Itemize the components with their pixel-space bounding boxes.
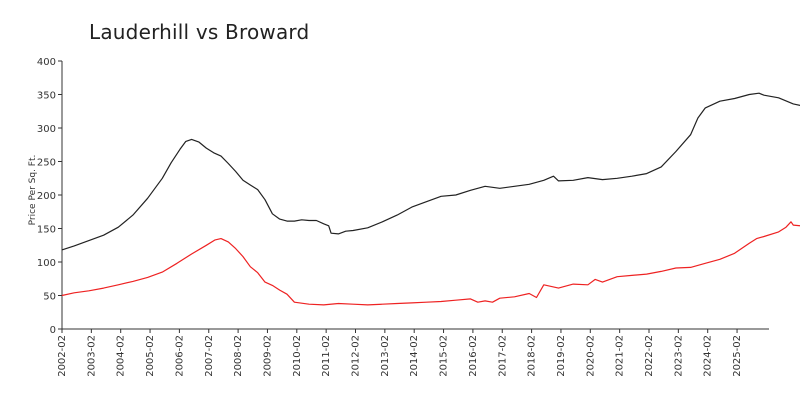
y-tick-label: 0: [50, 325, 56, 336]
x-tick-label: 2007-02: [204, 335, 215, 377]
x-tick-label: 2014-02: [409, 335, 420, 377]
x-tick-label: 2013-02: [380, 335, 391, 377]
x-tick-label: 2019-02: [556, 335, 567, 377]
x-tick-label: 2012-02: [351, 335, 362, 377]
x-tick-label: 2023-02: [673, 335, 684, 377]
x-tick-label: 2016-02: [468, 335, 479, 377]
y-tick-label: 250: [37, 158, 56, 169]
x-tick-label: 2005-02: [145, 335, 156, 377]
y-tick-label: 150: [37, 225, 56, 236]
x-tick-label: 2015-02: [439, 335, 450, 377]
x-tick-label: 2021-02: [615, 335, 626, 377]
x-tick-label: 2011-02: [321, 335, 332, 377]
y-tick-label: 100: [37, 258, 56, 269]
x-tick-label: 2022-02: [644, 335, 655, 377]
y-tick-label: 300: [37, 124, 56, 135]
x-tick-label: 2018-02: [527, 335, 538, 377]
y-tick-label: 400: [37, 57, 56, 68]
y-axis-ticks: 0 50 100 150 200 250 300 350 400: [37, 57, 62, 336]
x-tick-label: 2008-02: [233, 335, 244, 377]
x-tick-label: 2025-02: [732, 335, 743, 377]
x-tick-label: 2006-02: [174, 335, 185, 377]
chart-title: Lauderhill vs Broward: [89, 20, 310, 44]
y-tick-label: 350: [37, 91, 56, 102]
x-tick-label: 2010-02: [292, 335, 303, 377]
y-axis-label: Price Per Sq. Ft.: [28, 155, 38, 226]
x-tick-label: 2002-02: [57, 335, 68, 377]
x-tick-label: 2003-02: [86, 335, 97, 377]
x-tick-label: 2004-02: [116, 335, 127, 377]
x-tick-label: 2017-02: [497, 335, 508, 377]
y-tick-label: 200: [37, 191, 56, 202]
series-line-lauderhill: [61, 221, 800, 306]
y-tick-label: 50: [43, 292, 56, 303]
series-group: [61, 92, 800, 306]
x-tick-label: 2024-02: [703, 335, 714, 377]
x-axis-ticks: 2002-02 2003-02 2004-02 2005-02 2006-02 2007-…: [57, 329, 743, 377]
x-tick-label: 2009-02: [262, 335, 273, 377]
series-line-broward: [61, 92, 800, 251]
x-tick-label: 2020-02: [585, 335, 596, 377]
